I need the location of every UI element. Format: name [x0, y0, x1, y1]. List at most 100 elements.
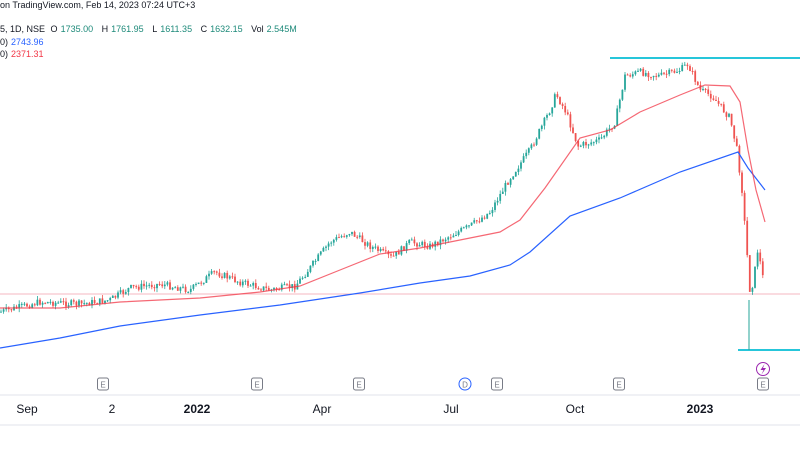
candle: [670, 69, 673, 71]
candle: [592, 142, 595, 144]
candle: [275, 288, 278, 290]
lightning-icon[interactable]: [756, 362, 770, 376]
candle: [267, 287, 270, 291]
candle: [525, 152, 528, 157]
candle: [754, 266, 756, 288]
ma-long-line: [0, 151, 766, 349]
candle: [317, 254, 320, 261]
svg-text:E: E: [616, 381, 621, 390]
candle: [423, 241, 426, 247]
candle: [153, 287, 156, 289]
candle: [522, 156, 525, 163]
candle: [598, 137, 600, 140]
candle: [631, 74, 634, 77]
candle: [644, 72, 647, 76]
candle: [691, 70, 694, 72]
candle: [366, 242, 369, 246]
candle: [176, 287, 179, 291]
candle: [377, 246, 379, 251]
candle: [416, 243, 418, 247]
candle: [444, 239, 447, 242]
candle: [239, 281, 242, 286]
candle: [574, 133, 577, 141]
svg-text:E: E: [100, 381, 105, 390]
candle: [494, 202, 496, 210]
candle: [23, 303, 26, 305]
candle: [559, 97, 561, 105]
candle: [517, 168, 520, 172]
earnings-marker[interactable]: E: [613, 377, 625, 391]
candle: [252, 283, 255, 286]
candle: [626, 74, 629, 76]
candle: [31, 304, 34, 308]
dividend-marker[interactable]: D: [458, 377, 472, 391]
candle: [668, 69, 671, 75]
candle: [408, 240, 411, 244]
candle: [434, 241, 437, 247]
candle: [46, 302, 49, 304]
candle: [106, 300, 109, 302]
candle: [733, 125, 736, 139]
candle: [98, 298, 101, 305]
x-tick-label: 2023: [687, 402, 714, 416]
candle: [340, 236, 343, 238]
candle: [304, 276, 307, 278]
candle: [10, 309, 13, 311]
candle: [657, 74, 660, 77]
earnings-marker[interactable]: E: [353, 377, 365, 391]
candle: [179, 287, 182, 291]
candle: [197, 282, 200, 284]
candle: [299, 278, 301, 284]
candle: [26, 303, 28, 307]
ma-short-value: 2371.31: [11, 49, 44, 59]
candle: [759, 252, 762, 262]
candle: [678, 71, 681, 73]
candle: [265, 286, 268, 288]
header-prefix: on TradingView.com, Feb 14, 2023 07:24 U…: [0, 0, 196, 10]
candle: [117, 292, 119, 298]
candle: [756, 252, 759, 267]
earnings-marker[interactable]: E: [251, 377, 263, 391]
candle: [553, 94, 556, 108]
earnings-marker[interactable]: E: [757, 377, 769, 391]
candle: [236, 281, 239, 283]
candle: [148, 284, 151, 286]
candle: [647, 72, 650, 78]
candle: [109, 297, 112, 301]
candle: [374, 246, 377, 248]
candle: [694, 71, 697, 82]
candle: [556, 94, 559, 98]
candle: [501, 191, 504, 194]
candle: [486, 213, 489, 219]
candle: [124, 292, 127, 294]
earnings-marker[interactable]: E: [491, 377, 503, 391]
candle: [348, 234, 351, 236]
candle: [93, 299, 96, 304]
earnings-marker[interactable]: E: [97, 377, 109, 391]
candle: [746, 220, 749, 256]
candle: [91, 299, 93, 306]
candle: [748, 255, 751, 292]
candles: [0, 61, 764, 350]
candle: [210, 271, 213, 274]
candle: [712, 98, 715, 100]
candle: [158, 283, 161, 285]
candle: [306, 271, 309, 277]
candle: [325, 246, 327, 248]
candle: [39, 299, 41, 305]
candle: [351, 231, 353, 235]
candle: [111, 295, 114, 298]
candle: [161, 284, 164, 287]
candle: [260, 289, 262, 291]
candle: [390, 254, 392, 256]
candle: [618, 99, 621, 109]
candle: [278, 289, 281, 291]
candle: [663, 72, 665, 74]
x-tick-label: Apr: [313, 402, 332, 416]
x-tick-label: 2022: [184, 402, 211, 416]
candle: [551, 107, 554, 114]
candle: [192, 284, 195, 289]
